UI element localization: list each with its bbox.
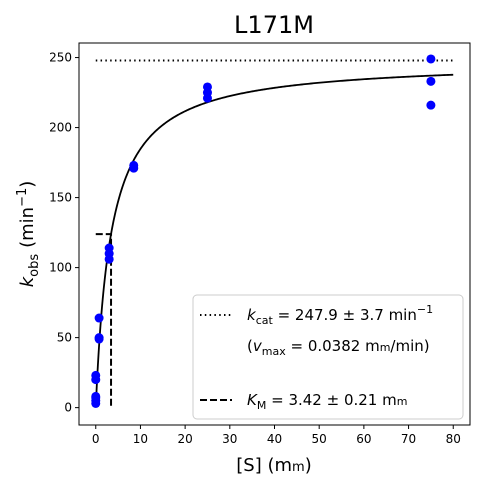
y-tick-label: 0 [64,401,72,415]
x-tick-label: 40 [267,432,282,446]
x-tick-label: 0 [92,432,100,446]
legend-box [192,294,464,420]
x-tick-label: 20 [177,432,192,446]
chart-title: L171M [234,11,314,39]
y-tick-label: 250 [49,51,72,65]
x-tick-label: 70 [401,432,416,446]
data-point [94,313,104,323]
data-point [426,100,436,110]
x-tick-label: 60 [356,432,371,446]
y-tick-label: 50 [57,331,72,345]
data-point [91,391,101,401]
chart-lines [94,59,454,408]
data-point [426,76,436,86]
legend-kcat-label: kcat = 247.9 ± 3.7 min−1 [247,303,433,327]
y-tick-label: 100 [49,261,72,275]
y-axis-label: kobs(min−1) [15,181,42,288]
x-tick-label: 50 [312,432,327,446]
x-tick-label: 80 [446,432,461,446]
axis-ticks: 0 10 20 30 40 50 60 70 80 0 50 100 150 200 250 [49,51,461,446]
data-point [94,333,104,343]
data-point [426,54,436,64]
fit-curve [94,73,454,408]
legend-vmax-label: (vmax = 0.0382 mm/min) [247,337,430,358]
x-axis-label: [S] (mm) [236,455,311,476]
legend-km-label: KM = 3.42 ± 0.21 mm [247,391,407,412]
data-points [91,54,436,408]
data-point [91,370,101,380]
data-point [202,82,212,92]
x-tick-label: 10 [133,432,148,446]
x-tick-label: 30 [222,432,237,446]
data-point [129,160,139,170]
data-point [104,243,114,253]
y-tick-label: 200 [49,121,72,135]
y-tick-label: 150 [49,191,72,205]
legend: kcat = 247.9 ± 3.7 min−1 (vmax = 0.0382 … [192,294,464,420]
